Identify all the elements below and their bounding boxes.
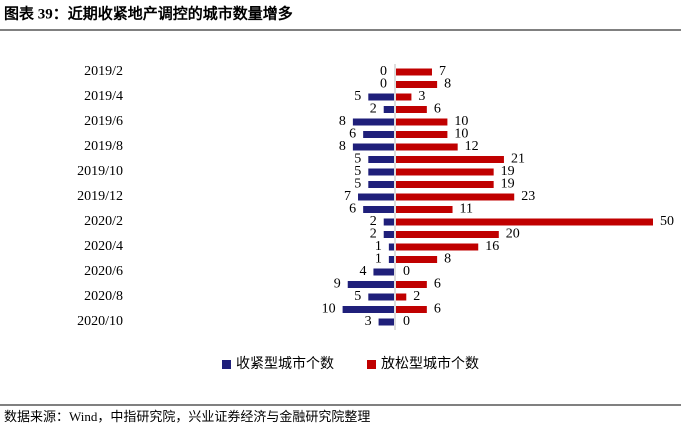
- bar: [383, 218, 394, 226]
- value-label: 5: [354, 164, 361, 179]
- bar: [396, 143, 458, 151]
- y-tick-label: 2019/10: [77, 164, 123, 179]
- value-label: 1: [375, 252, 382, 267]
- value-label: 4: [359, 264, 366, 279]
- value-label: 6: [434, 102, 441, 117]
- bar: [396, 156, 504, 163]
- bar: [363, 206, 394, 213]
- bar: [396, 206, 453, 213]
- bar: [396, 181, 494, 188]
- value-label: 2: [370, 214, 377, 229]
- bar: [347, 281, 394, 288]
- y-tick-label: 2019/12: [77, 189, 123, 204]
- legend-swatch: [222, 360, 231, 369]
- bar: [352, 118, 394, 126]
- value-label: 50: [660, 214, 674, 229]
- bar: [383, 231, 394, 238]
- value-label: 8: [339, 114, 346, 129]
- value-label: 5: [354, 177, 361, 192]
- value-label: 2: [413, 289, 420, 304]
- bar: [396, 218, 653, 226]
- bar: [396, 306, 427, 313]
- legend-label: 收紧型城市个数: [236, 355, 334, 372]
- y-tick-label: 2020/10: [77, 314, 123, 329]
- bar: [396, 93, 412, 101]
- bar: [396, 256, 438, 263]
- value-label: 1: [375, 239, 382, 254]
- value-label: 6: [349, 127, 356, 142]
- bar: [396, 231, 499, 238]
- y-tick-label: 2019/6: [84, 114, 123, 129]
- bar: [396, 168, 494, 176]
- value-label: 2: [370, 227, 377, 242]
- value-label: 8: [444, 252, 451, 267]
- legend-label: 放松型城市个数: [381, 355, 479, 372]
- value-label: 5: [354, 152, 361, 167]
- y-tick-label: 2019/2: [84, 64, 123, 79]
- value-label: 0: [403, 264, 410, 279]
- bar: [358, 193, 394, 201]
- source-note: 数据来源：Wind，中指研究院，兴业证券经济与金融研究院整理: [4, 409, 370, 424]
- value-label: 12: [465, 139, 479, 154]
- bar: [388, 256, 394, 263]
- bar: [396, 68, 432, 76]
- bar: [342, 306, 394, 313]
- value-label: 16: [485, 239, 499, 254]
- chart-title: 图表 39：近期收紧地产调控的城市数量增多: [4, 4, 293, 22]
- value-label: 5: [354, 89, 361, 104]
- y-tick-label: 2020/2: [84, 214, 123, 229]
- value-label: 9: [334, 277, 341, 292]
- value-label: 11: [460, 202, 473, 217]
- bar: [396, 243, 479, 251]
- bar: [378, 318, 394, 326]
- value-label: 5: [354, 289, 361, 304]
- bar: [396, 131, 448, 138]
- bar: [396, 281, 427, 288]
- y-tick-label: 2020/8: [84, 289, 123, 304]
- value-label: 19: [501, 164, 515, 179]
- value-label: 21: [511, 152, 525, 167]
- bar: [388, 243, 394, 251]
- value-label: 19: [501, 177, 515, 192]
- value-label: 7: [344, 189, 351, 204]
- value-label: 0: [380, 64, 387, 79]
- bar: [373, 268, 394, 276]
- bar: [368, 181, 394, 188]
- value-label: 10: [322, 302, 336, 317]
- legend-swatch: [367, 360, 376, 369]
- value-label: 8: [339, 139, 346, 154]
- value-label: 6: [349, 202, 356, 217]
- value-label: 0: [403, 314, 410, 329]
- bar: [383, 106, 394, 113]
- value-label: 10: [454, 127, 468, 142]
- y-tick-label: 2019/4: [84, 89, 123, 104]
- value-label: 6: [434, 302, 441, 317]
- y-tick-label: 2020/6: [84, 264, 123, 279]
- y-tick-label: 2020/4: [84, 239, 123, 254]
- bar: [368, 93, 394, 101]
- value-label: 23: [521, 189, 535, 204]
- value-label: 20: [506, 227, 520, 242]
- value-label: 6: [434, 277, 441, 292]
- bar: [396, 293, 407, 301]
- value-label: 3: [365, 314, 372, 329]
- value-label: 8: [444, 77, 451, 92]
- value-label: 7: [439, 64, 446, 79]
- bar: [396, 193, 515, 201]
- value-label: 3: [418, 89, 425, 104]
- bar: [396, 106, 427, 113]
- value-label: 0: [380, 77, 387, 92]
- bar: [368, 156, 394, 163]
- bar: [368, 168, 394, 176]
- bar: [396, 81, 438, 88]
- bar: [368, 293, 394, 301]
- bar: [363, 131, 394, 138]
- y-tick-label: 2019/8: [84, 139, 123, 154]
- bar: [352, 143, 394, 151]
- bar: [396, 118, 448, 126]
- value-label: 2: [370, 102, 377, 117]
- value-label: 10: [454, 114, 468, 129]
